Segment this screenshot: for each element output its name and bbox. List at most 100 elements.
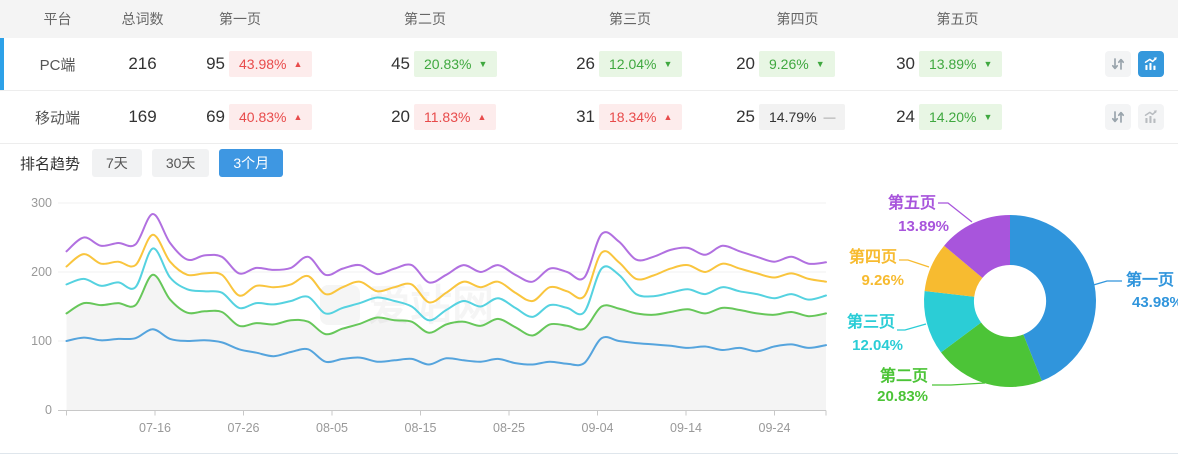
page-count: 25 <box>736 107 755 126</box>
page-count: 26 <box>576 54 595 73</box>
page-5-cell: 24 14.20% ▼ <box>860 104 1003 130</box>
series-line-第四页 <box>65 233 827 304</box>
y-axis-label: 0 <box>45 403 52 417</box>
x-axis-label: 07-26 <box>228 421 260 435</box>
donut-slice-第一页[interactable] <box>1010 215 1096 381</box>
show-trend-button[interactable] <box>1138 51 1164 77</box>
slice-label-name: 第一页 <box>1126 270 1174 289</box>
change-badge: 43.98% ▲ <box>229 51 313 77</box>
table-row-PC端[interactable]: PC端 216 95 43.98% ▲ 45 20.83% ▼ 26 12.04% ▼ 20 9.26%… <box>0 38 1178 91</box>
series-line-第二页 <box>65 273 827 337</box>
page-distribution-donut-chart[interactable]: 第一页 43.98% 第二页 20.83% 第三页 12.04% 第四页 9.26% 第五页 13… <box>845 170 1178 454</box>
x-axis-label: 08-25 <box>493 421 525 435</box>
page-count: 24 <box>896 107 915 126</box>
sort-arrows-icon <box>1111 58 1125 70</box>
up-triangle-icon: ▲ <box>293 111 303 122</box>
page-2-cell: 45 20.83% ▼ <box>355 51 498 77</box>
trend-controls: 排名趋势 7天 30天 3个月 <box>20 149 284 177</box>
page-count: 95 <box>206 54 225 73</box>
donut-slice-第四页[interactable] <box>924 245 983 297</box>
page-count: 20 <box>391 107 410 126</box>
down-triangle-icon: ▼ <box>983 111 993 122</box>
column-header-6: 第四页 <box>776 11 819 27</box>
donut-slice-第二页[interactable] <box>941 322 1042 388</box>
page-count: 45 <box>391 54 410 73</box>
change-percent: 13.89% <box>929 56 977 72</box>
slice-label-percent: 13.89% <box>898 218 949 235</box>
change-percent: 12.04% <box>609 56 657 72</box>
x-axis-label: 09-04 <box>582 421 614 435</box>
tab-30天[interactable]: 30天 <box>151 149 210 177</box>
total-keyword-count: 216 <box>128 54 157 73</box>
watermark-logo <box>320 285 360 325</box>
column-header-1: 平台 <box>43 11 72 27</box>
change-percent: 9.26% <box>769 56 809 72</box>
x-axis-label: 07-16 <box>139 421 171 435</box>
table-body: PC端 216 95 43.98% ▲ 45 20.83% ▼ 26 12.04% ▼ 20 9.26%… <box>0 38 1178 144</box>
page-count: 30 <box>896 54 915 73</box>
show-trend-button[interactable] <box>1138 104 1164 130</box>
up-triangle-icon: ▲ <box>663 111 673 122</box>
change-percent: 14.79% <box>769 109 817 125</box>
change-percent: 20.83% <box>424 56 472 72</box>
slice-label-percent: 9.26% <box>861 272 904 289</box>
down-triangle-icon: ▼ <box>815 58 825 69</box>
column-header-4: 第二页 <box>404 11 446 27</box>
tab-7天[interactable]: 7天 <box>92 149 142 177</box>
y-axis-label: 100 <box>31 334 52 348</box>
change-badge: 12.04% ▼ <box>599 51 683 77</box>
change-badge: 40.83% ▲ <box>229 104 313 130</box>
series-line-第五页 <box>65 212 827 284</box>
x-axis-label: 08-05 <box>316 421 348 435</box>
x-axis-label: 09-24 <box>759 421 791 435</box>
column-header-7: 第五页 <box>936 11 979 27</box>
slice-label-name: 第四页 <box>849 247 897 266</box>
donut-slice-第五页[interactable] <box>944 215 1010 278</box>
sort-button[interactable] <box>1105 51 1131 77</box>
change-badge: 11.83% ▲ <box>414 104 497 130</box>
page-5-cell: 30 13.89% ▼ <box>860 51 1003 77</box>
trend-title: 排名趋势 <box>20 155 81 173</box>
label-leader-line <box>938 202 973 223</box>
change-badge: 9.26% ▼ <box>759 51 835 77</box>
tab-3个月[interactable]: 3个月 <box>219 149 284 177</box>
row-actions <box>1000 51 1178 77</box>
trend-chart-icon <box>1144 57 1157 70</box>
series-line-第三页 <box>65 247 827 322</box>
page-4-cell: 25 14.79% — <box>700 104 846 130</box>
y-axis-label: 300 <box>31 196 52 210</box>
change-percent: 11.83% <box>424 109 471 125</box>
change-percent: 40.83% <box>239 109 287 125</box>
platform-name: PC端 <box>39 56 76 74</box>
label-leader-line <box>932 382 986 386</box>
down-triangle-icon: ▼ <box>983 58 993 69</box>
slice-label-percent: 20.83% <box>877 388 928 405</box>
slice-label-name: 第三页 <box>847 312 895 331</box>
page-3-cell: 26 12.04% ▼ <box>540 51 683 77</box>
slice-label-percent: 12.04% <box>852 337 903 354</box>
y-axis-label: 200 <box>31 265 52 279</box>
change-percent: 14.20% <box>929 109 977 125</box>
trend-range-tabs: 7天 30天 3个月 <box>92 149 284 177</box>
page-1-cell: 69 40.83% ▲ <box>170 104 313 130</box>
row-actions <box>1000 104 1178 130</box>
page-count: 69 <box>206 107 225 126</box>
change-badge: 18.34% ▲ <box>599 104 683 130</box>
change-badge: 14.20% ▼ <box>919 104 1003 130</box>
page-3-cell: 31 18.34% ▲ <box>540 104 683 130</box>
no-change-dash-icon: — <box>823 110 836 124</box>
down-triangle-icon: ▼ <box>478 58 488 69</box>
donut-slice-第三页[interactable] <box>924 291 982 353</box>
label-leader-line <box>899 259 930 268</box>
label-leader-line <box>897 323 927 331</box>
trend-chart-icon <box>1144 110 1157 123</box>
rank-table: 平台 总词数 第一页 第二页 第三页 第四页 第五页 PC端 216 95 43.98% ▲ 45 20… <box>0 0 1178 144</box>
column-header-2: 总词数 <box>121 11 164 27</box>
slice-label-name: 第五页 <box>888 193 936 212</box>
sort-button[interactable] <box>1105 104 1131 130</box>
table-row-移动端[interactable]: 移动端 169 69 40.83% ▲ 20 11.83% ▲ 31 18.34% ▲ 25 14.79… <box>0 91 1178 144</box>
sort-arrows-icon <box>1111 111 1125 123</box>
x-axis-label: 09-14 <box>670 421 702 435</box>
